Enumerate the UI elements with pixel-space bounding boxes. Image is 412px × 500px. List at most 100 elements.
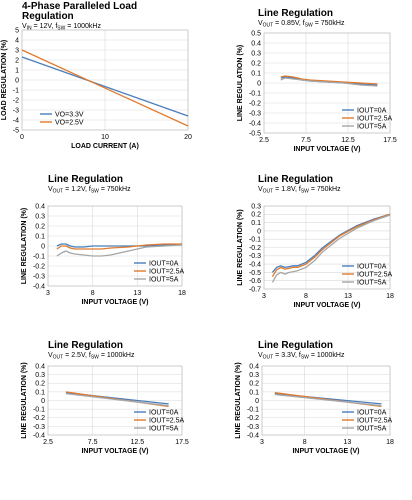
series-line-iout-5a xyxy=(274,393,382,407)
plot-area xyxy=(263,205,391,290)
chart-subtitle: VOUT = 3.3V, fSW = 1000kHz xyxy=(258,352,345,361)
y-tick-label: 3 xyxy=(15,47,19,54)
legend-entry: IOUT=0A xyxy=(149,260,179,267)
x-tick-label: 13 xyxy=(133,290,141,297)
y-tick-label: -0.3 xyxy=(33,273,45,280)
y-tick-label: 0 xyxy=(255,398,259,405)
y-tick-label: 0.2 xyxy=(251,212,261,219)
y-tick-label: 0.3 xyxy=(251,203,261,210)
y-tick-label: 0.2 xyxy=(249,381,259,388)
chart-subtitle: VIN = 12V, fSW = 1000kHz xyxy=(22,23,101,32)
y-tick-label: -0.4 xyxy=(33,283,45,290)
y-tick-label: -0.3 xyxy=(249,253,261,260)
plot-area xyxy=(21,29,189,131)
y-tick-label: -0.1 xyxy=(249,90,261,97)
chart-title: 4-Phase Paralleled Load xyxy=(22,1,137,12)
y-tick-label: 0.5 xyxy=(251,30,261,37)
legend-entry: IOUT=5A xyxy=(357,123,387,130)
series-line-vo-3-3v xyxy=(21,56,189,117)
y-tick-label: -3 xyxy=(13,107,19,114)
series-line-vo-2-5v xyxy=(21,49,189,127)
y-axis-label: LINE REGULATION (%) xyxy=(237,45,244,121)
x-tick-label: 12.5 xyxy=(341,137,355,144)
y-tick-label: 0.4 xyxy=(35,363,45,370)
y-tick-label: 0.3 xyxy=(249,372,259,379)
y-tick-label: -0.3 xyxy=(247,424,259,431)
x-tick-label: 3 xyxy=(260,439,264,446)
x-tick-label: 18 xyxy=(386,439,394,446)
x-tick-label: 13 xyxy=(344,293,352,300)
legend-entry: IOUT=2.5A xyxy=(149,268,185,275)
y-tick-label: -0.5 xyxy=(249,130,261,137)
legend-entry: IOUT=0A xyxy=(357,263,387,270)
y-tick-label: 0 xyxy=(257,228,261,235)
x-tick-label: 17.5 xyxy=(175,439,189,446)
x-tick-label: 17.5 xyxy=(383,137,397,144)
y-tick-label: 0.2 xyxy=(35,223,45,230)
x-tick-label: 18 xyxy=(386,293,394,300)
y-tick-label: -0.3 xyxy=(249,110,261,117)
plot-area xyxy=(261,365,391,436)
series-line-iout-0a xyxy=(56,243,183,248)
y-tick-label: -0.1 xyxy=(33,407,45,414)
series-line-iout-5a xyxy=(271,214,391,283)
y-tick-label: -0.2 xyxy=(247,415,259,422)
chart-subtitle: VOUT = 0.85V, fSW = 750kHz xyxy=(258,20,345,29)
y-tick-label: 5 xyxy=(15,27,19,34)
x-tick-label: 2.5 xyxy=(259,137,269,144)
y-tick-label: 0 xyxy=(41,243,45,250)
y-tick-label: -0.2 xyxy=(249,245,261,252)
plot-area xyxy=(263,32,391,134)
y-tick-label: -0.4 xyxy=(247,432,259,439)
legend-entry: IOUT=0A xyxy=(357,409,387,416)
y-tick-label: -0.4 xyxy=(249,120,261,127)
x-axis-label: INPUT VOLTAGE (V) xyxy=(81,299,148,306)
y-tick-label: 0 xyxy=(15,77,19,84)
x-tick-label: 8 xyxy=(91,290,95,297)
y-tick-label: 0.4 xyxy=(35,203,45,210)
y-tick-label: 2 xyxy=(15,57,19,64)
y-tick-label: -5 xyxy=(13,127,19,134)
legend-entry: IOUT=5A xyxy=(149,276,179,283)
chart-title: Line Regulation xyxy=(48,174,123,185)
x-tick-label: 8 xyxy=(303,439,307,446)
y-axis-label: LINE REGULATION (%) xyxy=(21,208,28,284)
series-line-iout-5a xyxy=(280,77,378,87)
y-axis-label: LINE REGULATION (%) xyxy=(237,209,244,285)
x-tick-label: 10 xyxy=(101,134,109,141)
legend-entry: IOUT=2.5A xyxy=(357,271,393,278)
y-tick-label: -0.6 xyxy=(249,278,261,285)
x-axis-label: INPUT VOLTAGE (V) xyxy=(293,302,360,309)
y-tick-label: -0.7 xyxy=(249,286,261,293)
y-tick-label: -0.2 xyxy=(33,415,45,422)
y-tick-label: 0 xyxy=(257,80,261,87)
legend-entry: VO=3.3V xyxy=(55,111,84,118)
y-tick-label: 0.4 xyxy=(249,363,259,370)
legend-entry: IOUT=5A xyxy=(357,279,387,286)
y-tick-label: 0.4 xyxy=(251,40,261,47)
series-line-iout-0a xyxy=(271,213,391,273)
y-tick-label: -4 xyxy=(13,117,19,124)
x-tick-label: 0 xyxy=(20,134,24,141)
plot-area xyxy=(47,205,183,287)
y-tick-label: 0.2 xyxy=(251,60,261,67)
x-tick-label: 18 xyxy=(178,290,186,297)
chart-title: Line Regulation xyxy=(258,340,333,351)
y-tick-label: -0.4 xyxy=(249,262,261,269)
x-tick-label: 2.5 xyxy=(43,439,53,446)
x-tick-label: 20 xyxy=(184,134,192,141)
y-tick-label: 0 xyxy=(41,398,45,405)
x-tick-label: 7.5 xyxy=(88,439,98,446)
x-axis-label: INPUT VOLTAGE (V) xyxy=(293,146,360,153)
